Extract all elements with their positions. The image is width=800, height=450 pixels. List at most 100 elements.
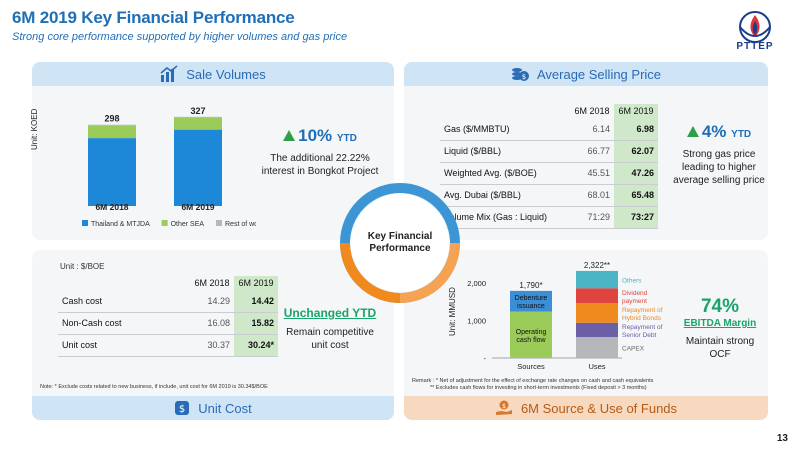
avg-price-value-2019: 47.26: [614, 162, 658, 185]
unit-cost-footer: $ Unit Cost: [32, 396, 394, 420]
avg-price-row: Gas ($/MMBTU) 6.14 6.98: [440, 118, 658, 141]
unit-cost-note: Note: * Exclude costs related to new bus…: [40, 384, 268, 390]
logo-text: PTTEP: [736, 41, 774, 52]
bar-total-label: 1,790*: [519, 281, 542, 290]
segment-label: Debenture: [515, 295, 548, 302]
unit-cost-row-label: Cash cost: [58, 290, 190, 313]
avg-price-header-blank: [440, 104, 570, 118]
unit-cost-row-label: Unit cost: [58, 334, 190, 357]
sale-volumes-stat: 10% YTD The additional 22.22% interest in…: [250, 126, 390, 178]
svg-text:$: $: [522, 73, 526, 81]
avg-price-row: Liquid ($/BBL) 66.77 62.07: [440, 140, 658, 163]
unit-cost-stat: Unchanged YTD Remain competitive unit cos…: [270, 306, 390, 352]
segment-label: issuance: [517, 303, 545, 310]
unit-cost-unit: Unit : $/BOE: [60, 262, 105, 271]
avg-price-row: Volume Mix (Gas : Liquid) 71:29 73:27: [440, 206, 658, 229]
center-label: Key Financial Performance: [367, 231, 433, 254]
segment-label: Operating: [516, 329, 547, 336]
bar-total-label: 298: [104, 114, 119, 124]
bar-segment: [174, 117, 222, 130]
svg-text:$: $: [179, 404, 185, 415]
legend-label: Other SEA: [171, 221, 205, 228]
avg-price-value-2019: 65.48: [614, 184, 658, 207]
unit-cost-value-2019: 30.24*: [234, 334, 278, 357]
bar-segment: [88, 138, 136, 206]
unit-cost-row-label: Non-Cash cost: [58, 312, 190, 335]
page-subtitle: Strong core performance supported by hig…: [12, 31, 348, 43]
avg-price-stat: 4% YTD Strong gas price leading to higher…: [664, 122, 774, 187]
sale-volumes-chart: 298 6M 2018 327 6M 2019 Thailand & MTJDA Othe…: [82, 106, 256, 228]
bar-segment: [576, 288, 618, 304]
segment-label: Senior Debt: [622, 332, 657, 339]
bar-segment: [88, 125, 136, 139]
page-number: 13: [776, 433, 788, 444]
unit-cost-title: Unit Cost: [198, 400, 252, 416]
unit-cost-row: Unit cost 30.37 30.24*: [58, 334, 278, 357]
bar-segment: [576, 303, 618, 323]
legend-swatch: [161, 220, 168, 226]
sale-volumes-stat-desc: The additional 22.22% interest in Bongkot…: [261, 153, 379, 177]
bar-segment: [576, 337, 618, 358]
legend-label: Rest of world: [225, 221, 256, 228]
segment-label: Repayment of: [622, 307, 663, 314]
segment-label: Others: [622, 278, 642, 285]
funds-stat-sub: EBITDA Margin: [683, 318, 757, 329]
avg-price-value-2018: 66.77: [570, 140, 614, 163]
bar-segment: [510, 290, 552, 312]
segment-label: Hybrid Bonds: [622, 315, 662, 322]
legend-swatch: [216, 220, 222, 226]
sale-volumes-title: Sale Volumes: [186, 66, 266, 82]
up-arrow-icon: [686, 126, 699, 137]
avg-price-row-label: Gas ($/MMBTU): [440, 118, 570, 141]
dollar-badge-icon: $: [175, 401, 190, 415]
unit-cost-value-2018: 30.37: [190, 334, 234, 357]
avg-price-row-label: Liquid ($/BBL): [440, 140, 570, 163]
avg-price-value-2018: 71:29: [570, 206, 614, 229]
unit-cost-stat-value: Unchanged YTD: [283, 306, 377, 320]
unit-cost-value-2018: 14.29: [190, 290, 234, 313]
segment-label: CAPEX: [622, 346, 645, 353]
money-hand-icon: $: [495, 400, 512, 415]
svg-text:$: $: [502, 403, 506, 410]
avg-price-value-2018: 6.14: [570, 118, 614, 141]
avg-price-col-2018: 6M 2018: [574, 106, 610, 116]
avg-price-col-2019: 6M 2019: [614, 104, 658, 118]
unit-cost-row: Cash cost 14.29 14.42: [58, 290, 278, 313]
unit-cost-col-2019: 6M 2019: [234, 276, 278, 290]
coins-dollar-icon: $: [511, 68, 529, 81]
segment-label: Repayment of: [622, 324, 663, 331]
segment-label: payment: [622, 298, 647, 305]
avg-price-value-2019: 73:27: [614, 206, 658, 229]
funds-stat-value: 74%: [700, 296, 740, 317]
funds-stat-desc: Maintain strong OCF: [685, 336, 755, 360]
page-title: 6M 2019 Key Financial Performance: [12, 8, 295, 27]
up-arrow-icon: [283, 130, 296, 141]
avg-price-title: Average Selling Price: [536, 66, 662, 82]
bar-total-label: 327: [190, 106, 205, 116]
y-tick-label: 2,000: [467, 279, 486, 288]
avg-price-value-2019: 6.98: [614, 118, 658, 141]
y-tick-label: -: [484, 354, 487, 363]
avg-price-value-2018: 45.51: [570, 162, 614, 185]
sale-volumes-header: Sale Volumes: [32, 62, 394, 86]
avg-price-stat-value: 4% YTD: [664, 122, 774, 142]
bar-segment: [510, 311, 552, 358]
avg-price-row: Weighted Avg. ($/BOE) 45.51 47.26: [440, 162, 658, 185]
unit-cost-col-2018: 6M 2018: [194, 278, 230, 288]
unit-cost-value-2018: 16.08: [190, 312, 234, 335]
bar-segment: [174, 129, 222, 206]
unit-cost-value-2019: 15.82: [234, 312, 278, 335]
unit-cost-header-blank: [58, 276, 190, 290]
funds-remark: Remark : * Net of adjustment for the eff…: [412, 378, 712, 392]
funds-title: 6M Source & Use of Funds: [520, 400, 678, 416]
avg-price-row-label: Avg. Dubai ($/BBL): [440, 184, 570, 207]
unit-cost-row: Non-Cash cost 16.08 15.82: [58, 312, 278, 335]
funds-remark-line-1: Remark : * Net of adjustment for the eff…: [412, 378, 654, 384]
funds-stat: 74% EBITDA Margin Maintain strong OCF: [672, 296, 768, 361]
unit-cost-value-2019: 14.42: [234, 290, 278, 313]
segment-label: cash flow: [516, 337, 546, 344]
bar-segment: [576, 270, 618, 289]
bar-segment: [174, 116, 222, 118]
avg-price-row-label: Weighted Avg. ($/BOE): [440, 162, 570, 185]
sale-volumes-stat-value: 10% YTD: [250, 126, 390, 146]
